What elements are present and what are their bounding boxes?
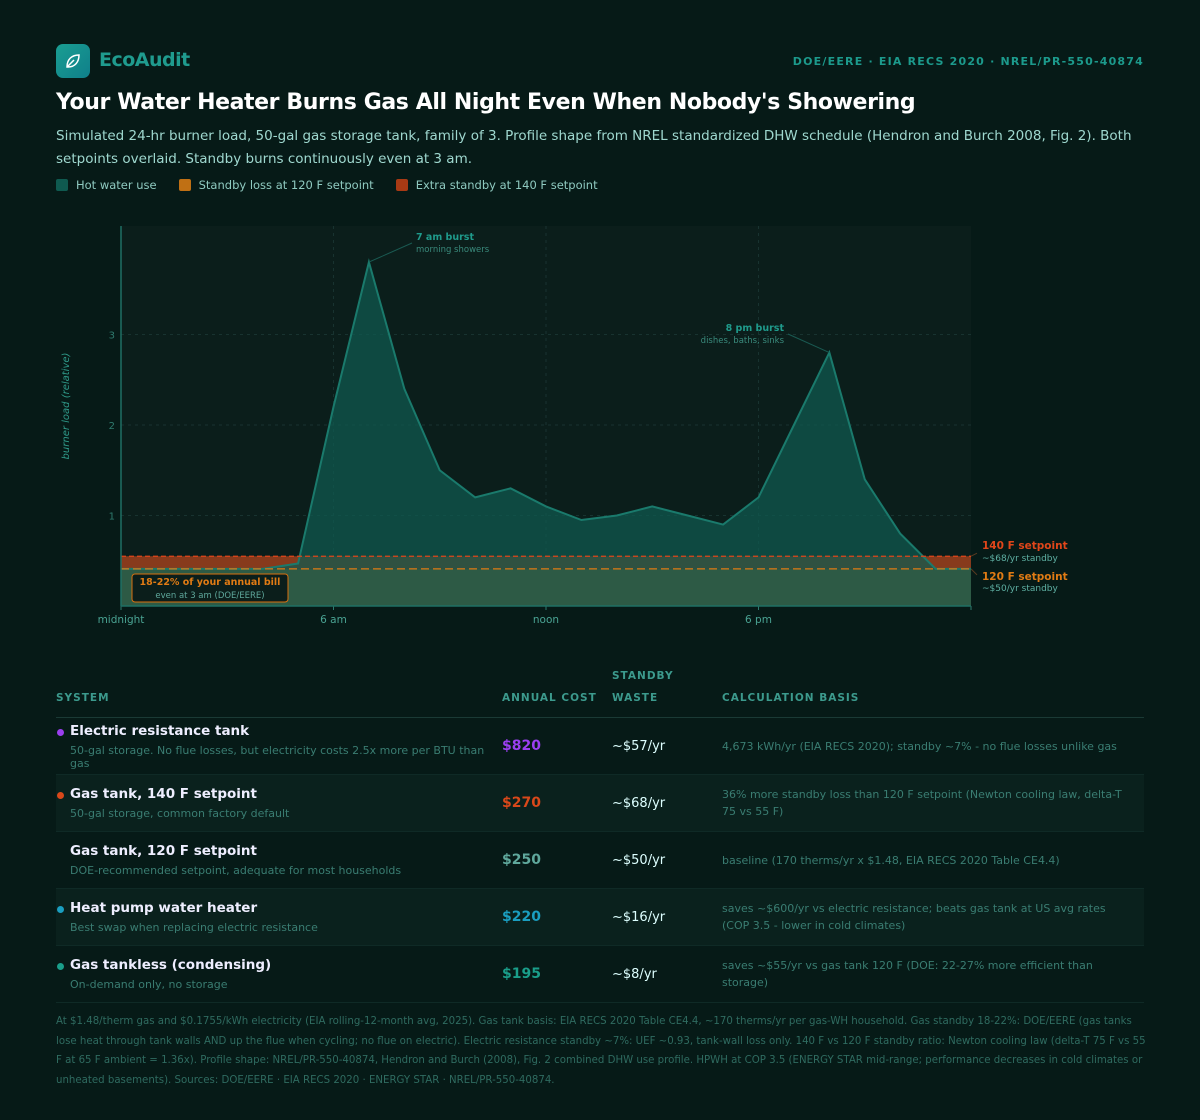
legend-swatch bbox=[178, 179, 191, 191]
callout-sub: even at 3 am (DOE/EERE) bbox=[155, 591, 264, 601]
system-dot bbox=[57, 792, 64, 799]
y-tick-label: 2 bbox=[109, 421, 115, 432]
table-row: Heat pump water heater Best swap when rep… bbox=[56, 889, 1144, 946]
system-desc: 50-gal storage, common factory default bbox=[70, 807, 290, 820]
sources-header: DOE/EERE · EIA RECS 2020 · NREL/PR-550-4… bbox=[792, 55, 1144, 68]
x-tick-label: 6 am bbox=[320, 614, 347, 626]
standby-waste: ~$8/yr bbox=[612, 966, 657, 982]
page-subtitle: Simulated 24-hr burner load, 50-gal gas … bbox=[56, 128, 1132, 167]
setpoint-140-note: ~$68/yr standby bbox=[982, 554, 1059, 564]
annotation-sub: morning showers bbox=[416, 245, 490, 255]
table-row: Gas tankless (condensing) On-demand only,… bbox=[56, 946, 1144, 1003]
hot-water-area bbox=[121, 262, 971, 606]
system-desc: DOE-recommended setpoint, adequate for m… bbox=[70, 864, 402, 877]
system-desc: Best swap when replacing electric resist… bbox=[70, 921, 318, 934]
col-system: SYSTEM bbox=[56, 692, 110, 704]
legend: Hot water use Standby loss at 120 F setp… bbox=[56, 178, 598, 192]
system-name: Heat pump water heater bbox=[70, 900, 258, 916]
annual-cost: $220 bbox=[502, 909, 541, 925]
system-dot bbox=[57, 728, 64, 736]
annotation-sub: dishes, baths, sinks bbox=[701, 336, 785, 346]
setpoint-140-label: 140 F setpoint bbox=[982, 540, 1068, 552]
calculation-basis: saves ~$600/yr vs electric resistance; b… bbox=[722, 902, 1106, 932]
legend-item: Hot water use bbox=[56, 178, 157, 192]
calculation-basis: baseline (170 therms/yr x $1.48, EIA REC… bbox=[722, 853, 1060, 867]
system-name: Gas tank, 140 F setpoint bbox=[70, 786, 257, 802]
legend-swatch bbox=[56, 179, 68, 191]
system-cell: Heat pump water heater Best swap when rep… bbox=[56, 900, 502, 934]
system-dot bbox=[57, 963, 64, 970]
system-dot bbox=[57, 906, 64, 913]
legend-item: Extra standby at 140 F setpoint bbox=[395, 178, 598, 192]
annotation-leader bbox=[368, 242, 413, 263]
legend-item: Standby loss at 120 F setpoint bbox=[178, 178, 374, 192]
standby-waste: ~$57/yr bbox=[612, 738, 666, 754]
system-name: Gas tank, 120 F setpoint bbox=[70, 843, 257, 859]
system-cell: Gas tank, 140 F setpoint 50-gal storage, … bbox=[56, 786, 502, 820]
system-desc: 50-gal storage. No flue losses, but elec… bbox=[70, 743, 485, 770]
col-standby: STANDBY WASTE bbox=[612, 670, 674, 704]
burner-load-chart: 1 2 3 midnight 6 am noon 6 pm burner load (rela… bbox=[61, 226, 1068, 626]
page-title: Your Water Heater Burns Gas All Night Ev… bbox=[56, 90, 916, 115]
standby-waste: ~$68/yr bbox=[612, 795, 666, 811]
table-row: Gas tank, 120 F setpoint DOE-recommended … bbox=[56, 832, 1144, 889]
table-row: Electric resistance tank 50-gal storage. … bbox=[56, 718, 1144, 775]
leader-line bbox=[970, 568, 978, 576]
annotation-title: 8 pm burst bbox=[726, 323, 785, 334]
calculation-basis: 36% more standby loss than 120 F setpoin… bbox=[722, 788, 1122, 818]
system-name: Gas tankless (condensing) bbox=[70, 957, 272, 973]
system-desc: On-demand only, no storage bbox=[70, 978, 228, 991]
system-name: Electric resistance tank bbox=[70, 722, 250, 739]
annual-cost: $195 bbox=[502, 966, 541, 982]
legend-swatch bbox=[395, 179, 408, 191]
legend-label: Hot water use bbox=[76, 178, 157, 192]
logo bbox=[56, 44, 90, 78]
system-cell: Electric resistance tank 50-gal storage. … bbox=[56, 723, 502, 770]
setpoint-120-label: 120 F setpoint bbox=[982, 571, 1068, 583]
col-basis: CALCULATION BASIS bbox=[722, 692, 860, 704]
annotation-leader bbox=[787, 333, 830, 354]
callout-title: 18-22% of your annual bill bbox=[140, 577, 281, 588]
x-tick-label: midnight bbox=[98, 614, 145, 626]
systems-table: SYSTEM ANNUAL COST STANDBY WASTE CALCULA… bbox=[56, 670, 1144, 1003]
annotation-title: 7 am burst bbox=[416, 232, 474, 243]
y-tick-label: 3 bbox=[109, 331, 115, 342]
calculation-basis: saves ~$55/yr vs gas tank 120 F (DOE: 22… bbox=[722, 959, 1093, 989]
setpoint-120-note: ~$50/yr standby bbox=[982, 584, 1059, 594]
leaf-icon bbox=[66, 54, 80, 68]
table-row: Gas tank, 140 F setpoint 50-gal storage, … bbox=[56, 775, 1144, 832]
footnote: At $1.48/therm gas and $0.1755/kWh elect… bbox=[56, 1016, 1146, 1086]
x-tick-label: 6 pm bbox=[745, 614, 772, 626]
legend-label: Extra standby at 140 F setpoint bbox=[415, 178, 598, 192]
annual-cost: $820 bbox=[502, 738, 541, 754]
leader-line bbox=[970, 552, 978, 557]
callout-box bbox=[131, 573, 289, 603]
y-axis-label: burner load (relative) bbox=[61, 353, 72, 460]
x-tick-label: noon bbox=[533, 614, 559, 626]
annual-cost: $270 bbox=[502, 795, 541, 811]
standby-waste: ~$50/yr bbox=[612, 852, 666, 868]
table-header: SYSTEM ANNUAL COST STANDBY WASTE CALCULA… bbox=[56, 670, 1144, 718]
system-cell: Gas tank, 120 F setpoint DOE-recommended … bbox=[56, 843, 502, 877]
calculation-basis: 4,673 kWh/yr (EIA RECS 2020); standby ~7… bbox=[722, 739, 1117, 753]
standby-waste: ~$16/yr bbox=[612, 909, 666, 925]
annual-cost: $250 bbox=[502, 852, 541, 868]
legend-label: Standby loss at 120 F setpoint bbox=[198, 178, 374, 192]
col-cost: ANNUAL COST bbox=[502, 692, 597, 704]
y-tick-label: 1 bbox=[109, 512, 115, 523]
brand-name: EcoAudit bbox=[99, 49, 190, 71]
system-cell: Gas tankless (condensing) On-demand only,… bbox=[56, 957, 502, 991]
